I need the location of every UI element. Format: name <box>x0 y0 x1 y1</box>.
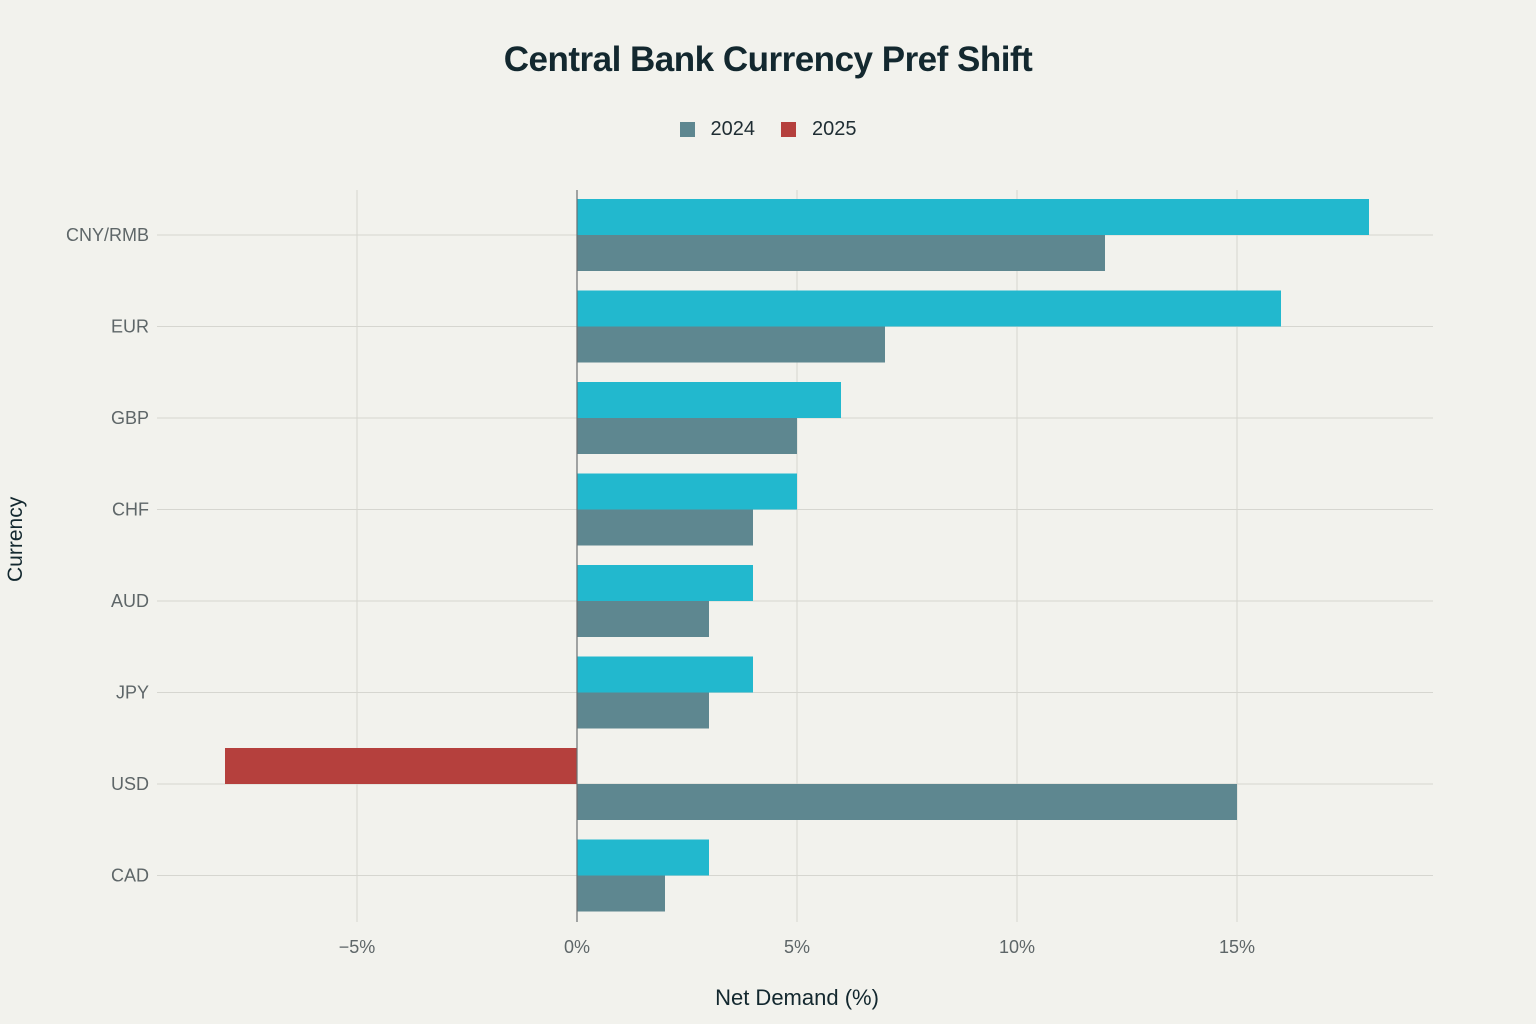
bar-2025[interactable] <box>577 382 841 418</box>
y-tick-label: CHF <box>112 500 149 520</box>
bar-2025[interactable] <box>577 839 709 876</box>
x-tick-label: −5% <box>339 937 376 957</box>
legend-label-2024: 2024 <box>710 118 756 140</box>
legend-swatch-2025 <box>781 122 796 137</box>
y-tick-label: CNY/RMB <box>66 225 149 245</box>
x-axis-label: Net Demand (%) <box>715 985 879 1010</box>
bar-2024[interactable] <box>577 784 1237 820</box>
x-tick-label: 15% <box>1219 937 1255 957</box>
legend: 2024 2025 <box>0 118 1536 141</box>
legend-item-2025[interactable]: 2025 <box>781 118 857 141</box>
bar-2024[interactable] <box>577 601 709 637</box>
bar-2025[interactable] <box>577 290 1281 327</box>
y-tick-label: EUR <box>111 317 149 337</box>
x-tick-label: 10% <box>999 937 1035 957</box>
bar-2025[interactable] <box>577 565 753 601</box>
bar-2024[interactable] <box>577 692 709 729</box>
bar-2024[interactable] <box>577 875 665 912</box>
legend-label-2025: 2025 <box>812 118 857 140</box>
y-axis-label: Currency <box>4 496 27 582</box>
legend-swatch-2024 <box>679 122 695 137</box>
bar-2024[interactable] <box>577 418 797 454</box>
bar-2025[interactable] <box>577 199 1369 235</box>
bar-2024[interactable] <box>577 235 1105 271</box>
y-tick-label: GBP <box>111 408 149 428</box>
x-tick-label: 5% <box>784 937 810 957</box>
legend-item-2024[interactable]: 2024 <box>679 118 756 141</box>
bar-2024[interactable] <box>577 326 885 363</box>
y-tick-label: USD <box>111 774 149 794</box>
x-tick-label: 0% <box>564 937 590 957</box>
bar-2025[interactable] <box>225 748 577 784</box>
bar-2025[interactable] <box>577 656 753 693</box>
y-tick-label: AUD <box>111 591 149 611</box>
y-tick-label: CAD <box>111 866 149 886</box>
bar-2024[interactable] <box>577 509 753 546</box>
bar-2025[interactable] <box>577 473 797 510</box>
y-tick-label: JPY <box>116 683 149 703</box>
chart-title: Central Bank Currency Pref Shift <box>503 40 1033 79</box>
